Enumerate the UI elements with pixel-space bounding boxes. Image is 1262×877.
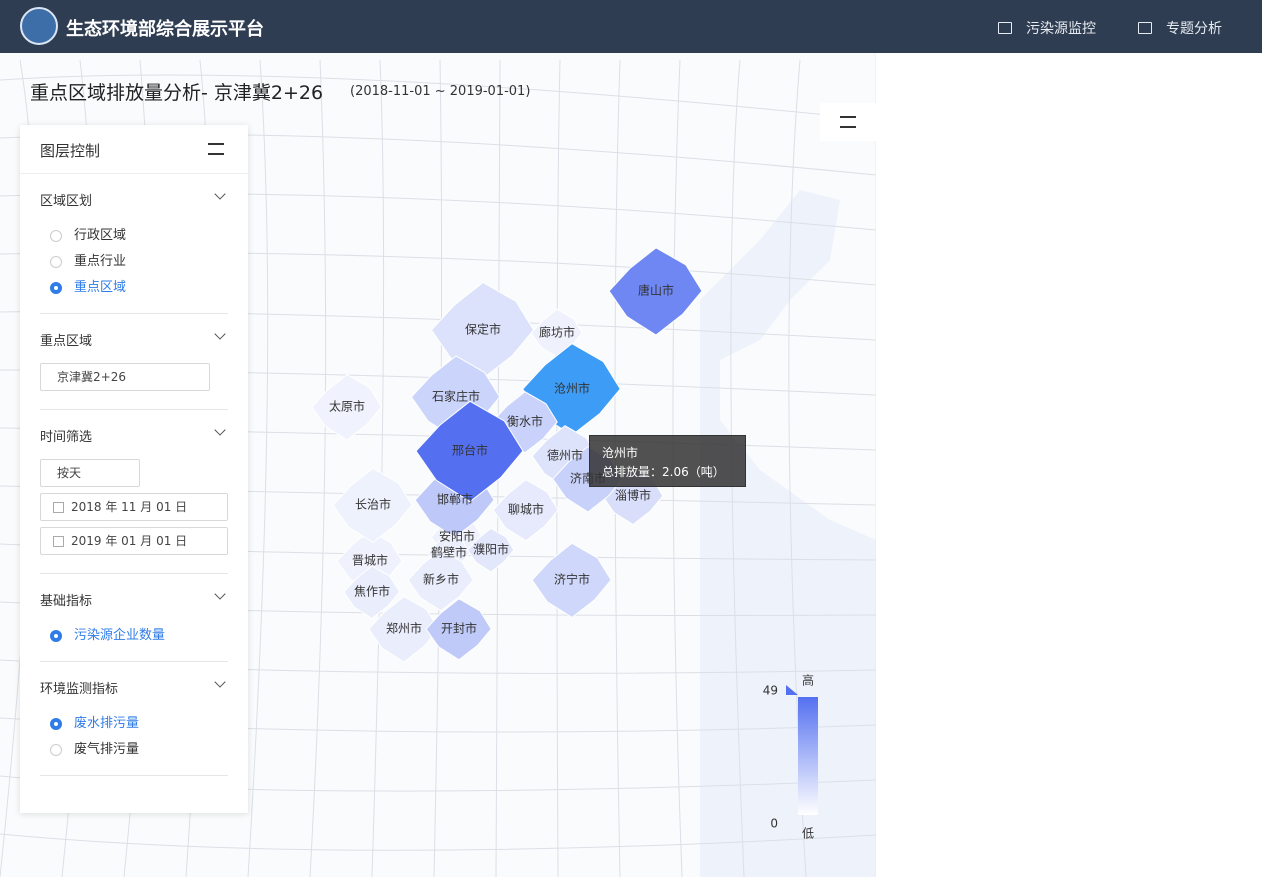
map-region — [492, 479, 559, 542]
visual-map-max: 49 — [763, 684, 778, 698]
map-label: 德州市 — [547, 448, 583, 463]
map-label: 安阳市 — [439, 529, 475, 544]
map-label: 长治市 — [355, 497, 391, 512]
map-label: 新乡市 — [423, 572, 459, 587]
map-label: 邢台市 — [452, 443, 488, 458]
nav-item[interactable]: 污染源监控 — [998, 18, 1096, 38]
map-label: 唐山市 — [638, 283, 674, 298]
map-region — [425, 598, 492, 661]
panel-title: 图层控制 — [40, 142, 101, 160]
section-title: 区域区划 — [40, 194, 93, 209]
section-title: 基础指标 — [40, 594, 93, 609]
map-label: 焦作市 — [354, 584, 390, 599]
select-box[interactable]: 按天 — [40, 459, 140, 487]
map-region — [466, 527, 515, 573]
radio-option[interactable]: 污染源企业数量 — [40, 623, 228, 649]
map-label: 保定市 — [465, 322, 501, 337]
select-box[interactable]: 京津冀2+26 — [40, 363, 210, 391]
section-title: 重点区域 — [40, 334, 93, 349]
panel-section: 环境监测指标废水排污量 废气排污量 — [40, 662, 228, 776]
boundary-line — [0, 74, 877, 121]
map-region — [332, 467, 413, 544]
map-label: 淄博市 — [615, 488, 651, 503]
map-region — [368, 595, 440, 663]
visual-map-low: 低 — [802, 827, 814, 841]
map-region — [311, 373, 383, 441]
radio-option[interactable]: 重点行业 — [40, 249, 228, 275]
map-label: 衡水市 — [507, 414, 543, 429]
map-region — [608, 247, 703, 336]
toggle-button[interactable] — [820, 103, 876, 141]
map-label: 晋城市 — [352, 553, 388, 568]
visual-map-high: 高 — [802, 673, 814, 688]
boundary-line — [309, 59, 327, 877]
radio-option[interactable]: 行政区域 — [40, 223, 228, 249]
tooltip: 沧州市 总排放量：2.06（吨） — [589, 435, 746, 487]
map-label: 沧州市 — [554, 381, 590, 396]
boundary-line — [371, 59, 385, 877]
header: 生态环境部综合展示平台 污染源监控 专题分析 — [0, 0, 1262, 53]
map-label: 濮阳市 — [473, 542, 509, 557]
map-label: 廊坊市 — [539, 325, 575, 340]
date-input[interactable]: 2018 年 11 月 01 日 — [40, 493, 228, 521]
map-region — [430, 281, 535, 380]
tooltip-title: 沧州市 — [602, 446, 639, 460]
map-label: 郑州市 — [386, 621, 422, 636]
map-region — [415, 400, 524, 503]
panel-section: 基础指标污染源企业数量 — [40, 574, 228, 662]
page-title: 重点区域排放量分析- 京津冀2+26 — [30, 82, 324, 104]
map-label: 开封市 — [441, 621, 477, 636]
boundary-line — [0, 833, 877, 851]
radio-option[interactable]: 废水排污量 — [40, 711, 228, 737]
date-input[interactable]: 2019 年 01 月 01 日 — [40, 527, 228, 555]
map-region — [343, 565, 401, 620]
logo — [20, 7, 58, 45]
map-label: 聊城市 — [508, 502, 544, 517]
map-label: 太原市 — [329, 399, 365, 414]
map-label: 鹤壁市 — [431, 545, 467, 560]
visual-map-handle — [786, 685, 798, 695]
tooltip-text: 总排放量：2.06（吨） — [602, 465, 725, 479]
brand: 生态环境部综合展示平台 — [66, 19, 264, 40]
radio-option[interactable]: 废气排污量 — [40, 737, 228, 763]
visual-map-bar — [798, 697, 818, 815]
visual-map-min: 0 — [770, 817, 778, 831]
map-region — [407, 549, 474, 612]
sea — [700, 190, 876, 877]
panel-section: 时间筛选按天 2018 年 11 月 01 日 2019 年 01 月 01 日 — [40, 410, 228, 574]
boundary-line — [730, 59, 745, 877]
nav-label[interactable]: 专题分析 — [1166, 21, 1222, 37]
layer-panel: 图层控制 区域区划 行政区域 重点行业 重点区域 重点区域 京津冀2+26 时间筛选 按天 20… — [20, 125, 248, 813]
nav-item[interactable]: 专题分析 — [1138, 18, 1222, 38]
date-range: (2018-11-01 ~ 2019-01-01) — [350, 84, 531, 99]
map-label: 邯郸市 — [437, 492, 473, 507]
map-region — [531, 542, 612, 619]
section-title: 环境监测指标 — [40, 682, 119, 697]
section-title: 时间筛选 — [40, 430, 93, 445]
map-label: 石家庄市 — [432, 389, 480, 404]
right-panel — [876, 53, 1262, 877]
panel-section: 区域区划行政区域 重点行业 重点区域 — [40, 174, 228, 314]
map-label: 济宁市 — [554, 572, 590, 587]
nav-label[interactable]: 污染源监控 — [1026, 21, 1096, 37]
panel-section: 重点区域京津冀2+26 — [40, 314, 228, 410]
radio-option[interactable]: 重点区域 — [40, 275, 228, 301]
boundary-line — [614, 59, 621, 877]
boundary-line — [247, 59, 269, 877]
